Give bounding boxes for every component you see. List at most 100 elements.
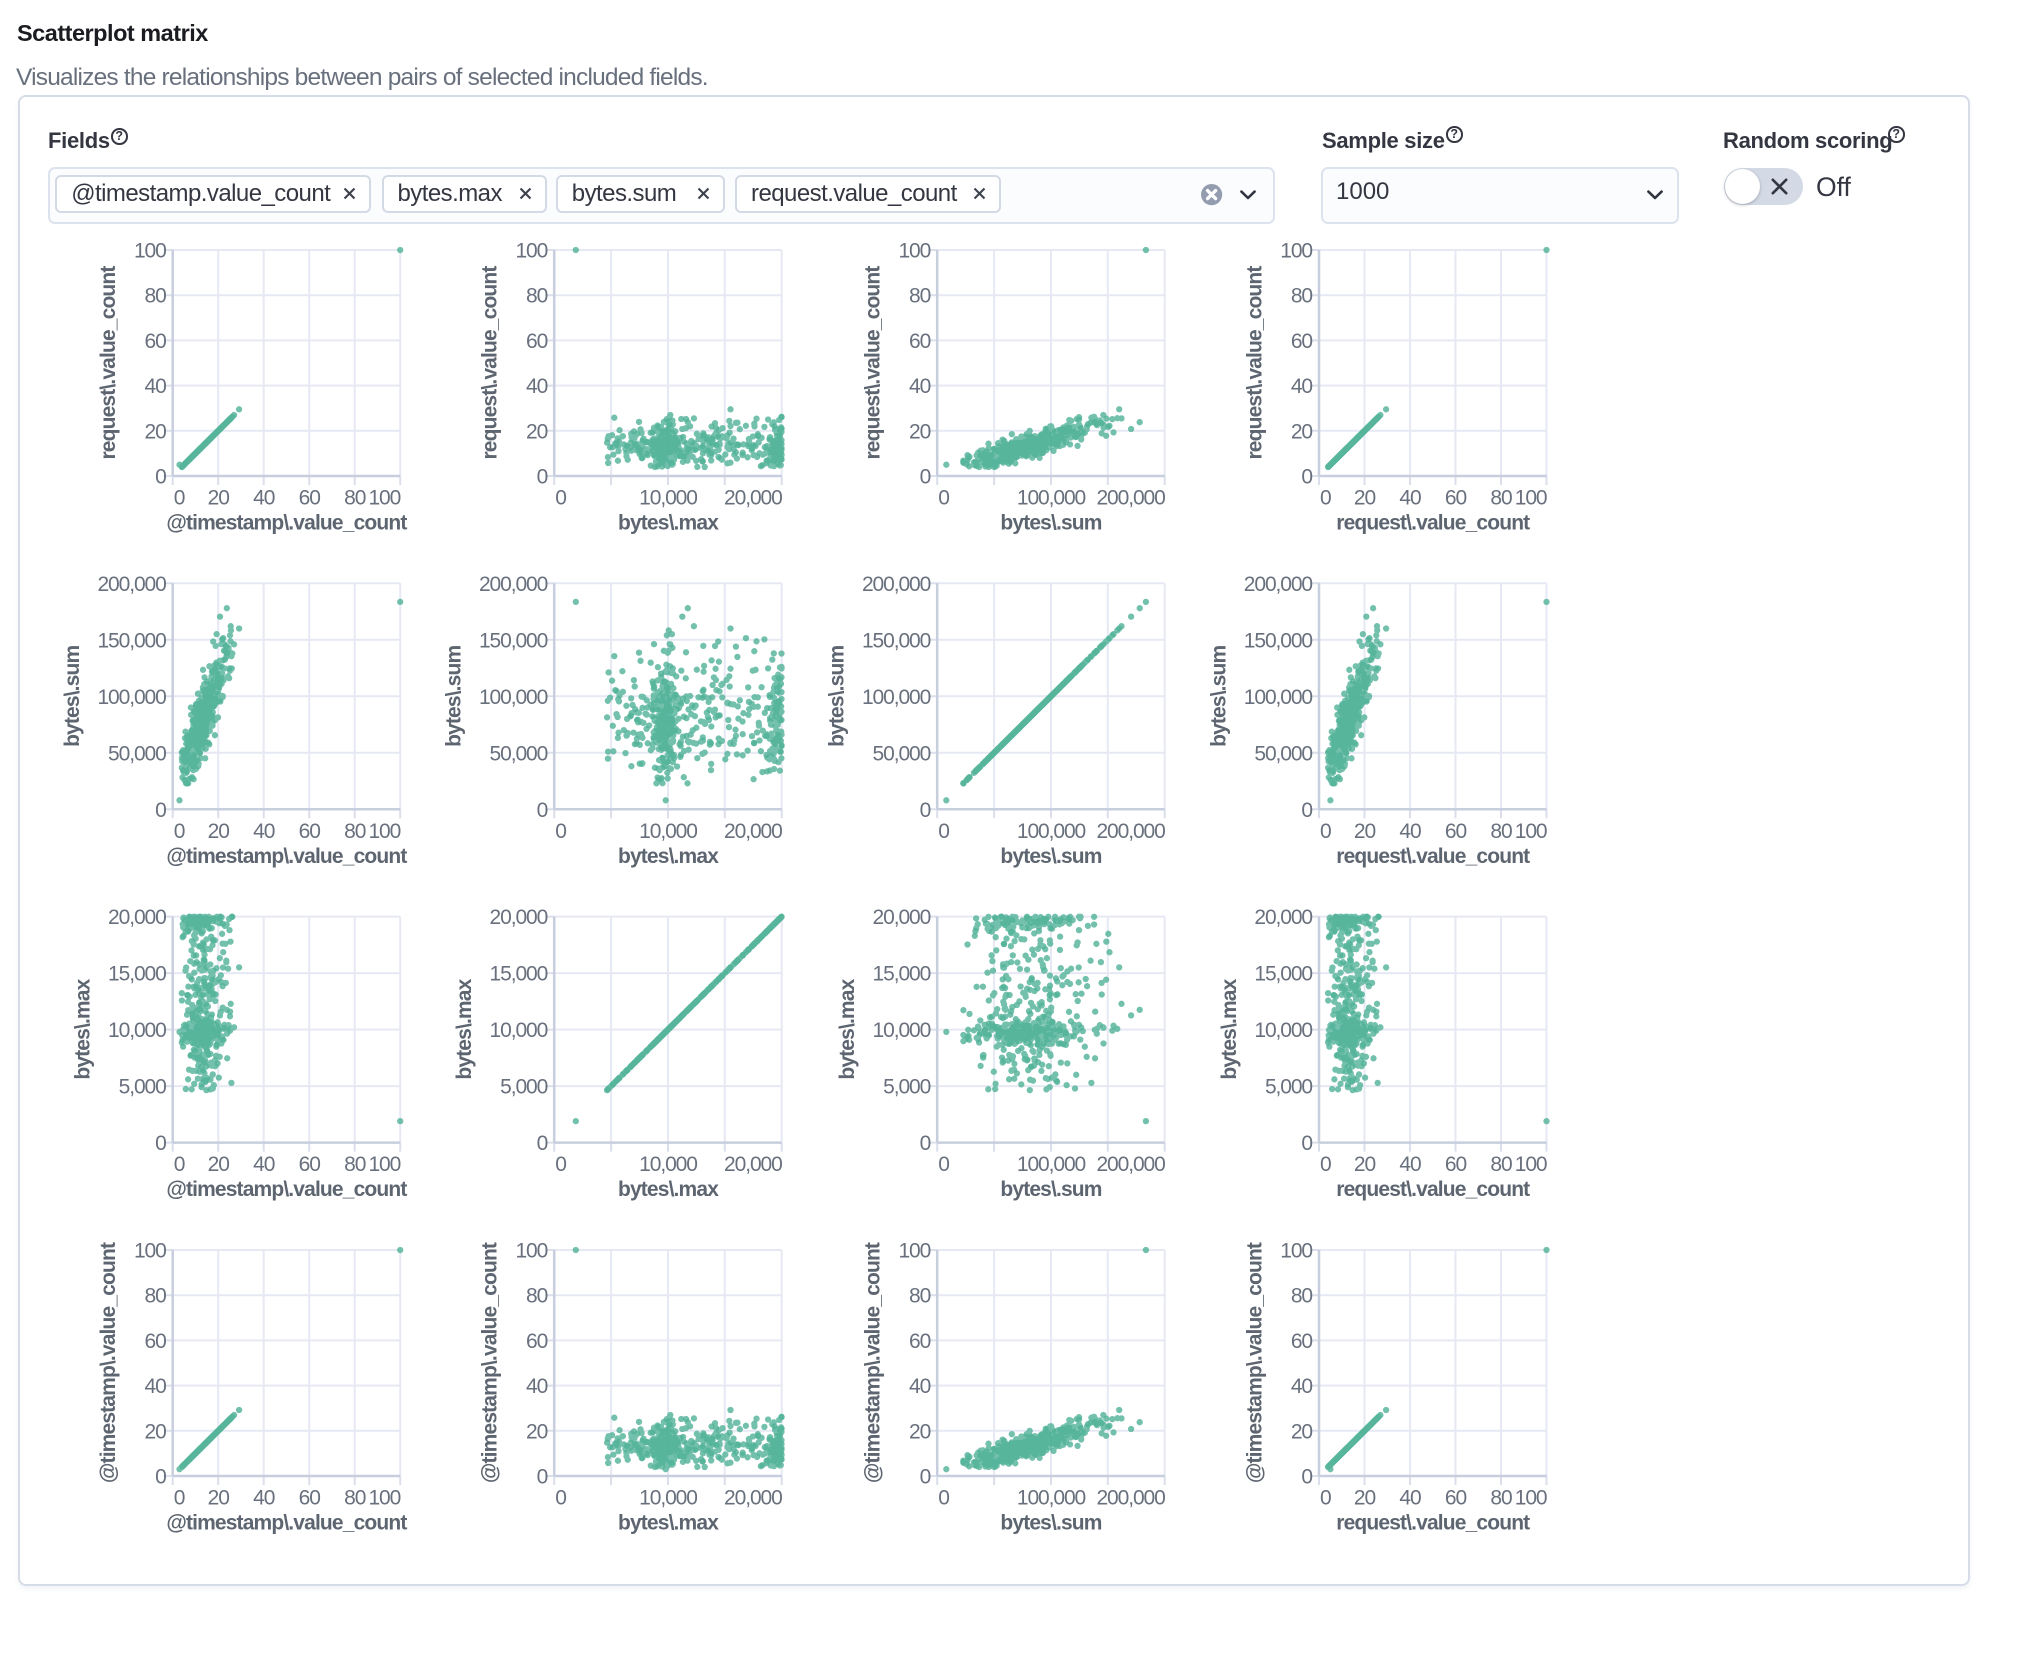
svg-text:0: 0	[1320, 820, 1331, 843]
svg-text:200,000: 200,000	[479, 573, 548, 596]
svg-text:0: 0	[555, 1487, 566, 1510]
svg-text:60: 60	[299, 487, 321, 510]
svg-text:20: 20	[1354, 1487, 1376, 1510]
svg-text:0: 0	[155, 799, 166, 822]
svg-text:200,000: 200,000	[1096, 820, 1165, 843]
svg-text:80: 80	[909, 1285, 931, 1308]
svg-text:bytes\.sum: bytes\.sum	[443, 646, 466, 747]
svg-text:40: 40	[253, 487, 275, 510]
svg-text:20: 20	[1354, 1153, 1376, 1176]
svg-text:60: 60	[526, 330, 548, 353]
svg-text:60: 60	[909, 330, 931, 353]
svg-text:10,000: 10,000	[639, 1487, 697, 1510]
svg-text:0: 0	[920, 799, 931, 822]
svg-text:60: 60	[299, 820, 321, 843]
svg-text:20: 20	[1354, 487, 1376, 510]
svg-text:40: 40	[145, 375, 167, 398]
svg-text:15,000: 15,000	[1254, 963, 1312, 986]
svg-text:80: 80	[1291, 1285, 1313, 1308]
svg-text:@timestamp\.value_count: @timestamp\.value_count	[166, 512, 407, 535]
svg-text:60: 60	[526, 1330, 548, 1353]
svg-text:request\.value_count: request\.value_count	[1336, 1512, 1530, 1535]
svg-text:20,000: 20,000	[724, 1153, 782, 1176]
svg-text:80: 80	[145, 285, 167, 308]
svg-text:80: 80	[909, 285, 931, 308]
svg-text:5,000: 5,000	[119, 1076, 166, 1099]
svg-text:100: 100	[515, 240, 547, 263]
svg-text:0: 0	[1301, 466, 1312, 489]
svg-text:20: 20	[1354, 820, 1376, 843]
svg-text:100: 100	[898, 240, 930, 263]
svg-text:20: 20	[145, 1420, 167, 1443]
svg-text:40: 40	[1399, 820, 1421, 843]
svg-text:request\.value_count: request\.value_count	[97, 266, 120, 460]
svg-text:150,000: 150,000	[862, 629, 931, 652]
svg-text:40: 40	[1399, 487, 1421, 510]
svg-text:20,000: 20,000	[1254, 906, 1312, 929]
svg-text:0: 0	[1320, 1487, 1331, 1510]
svg-text:60: 60	[1291, 1330, 1313, 1353]
svg-text:40: 40	[1399, 1487, 1421, 1510]
svg-text:bytes\.sum: bytes\.sum	[1000, 1178, 1101, 1201]
svg-text:20,000: 20,000	[724, 1487, 782, 1510]
svg-text:20: 20	[208, 487, 230, 510]
svg-text:60: 60	[145, 330, 167, 353]
svg-text:bytes\.sum: bytes\.sum	[61, 646, 84, 747]
svg-text:20,000: 20,000	[490, 906, 548, 929]
svg-text:40: 40	[253, 1487, 275, 1510]
svg-text:0: 0	[920, 1132, 931, 1155]
svg-text:10,000: 10,000	[639, 820, 697, 843]
svg-text:80: 80	[1490, 487, 1512, 510]
svg-text:15,000: 15,000	[873, 963, 931, 986]
svg-text:80: 80	[1490, 820, 1512, 843]
svg-text:0: 0	[1301, 799, 1312, 822]
svg-text:@timestamp\.value_count: @timestamp\.value_count	[479, 1242, 502, 1483]
svg-text:bytes\.max: bytes\.max	[72, 978, 95, 1079]
svg-text:15,000: 15,000	[490, 963, 548, 986]
svg-text:20: 20	[208, 1153, 230, 1176]
svg-text:100,000: 100,000	[862, 686, 931, 709]
svg-text:0: 0	[1301, 1132, 1312, 1155]
svg-text:60: 60	[1445, 820, 1467, 843]
svg-text:20: 20	[208, 1487, 230, 1510]
svg-text:150,000: 150,000	[1244, 629, 1313, 652]
svg-text:0: 0	[155, 1132, 166, 1155]
svg-text:@timestamp\.value_count: @timestamp\.value_count	[97, 1242, 120, 1483]
svg-text:20,000: 20,000	[108, 906, 166, 929]
svg-text:0: 0	[938, 820, 949, 843]
svg-text:20,000: 20,000	[724, 820, 782, 843]
svg-text:bytes\.max: bytes\.max	[836, 978, 859, 1079]
svg-text:@timestamp\.value_count: @timestamp\.value_count	[166, 1512, 407, 1535]
svg-text:20: 20	[526, 1420, 548, 1443]
svg-text:0: 0	[938, 1153, 949, 1176]
svg-text:200,000: 200,000	[862, 573, 931, 596]
svg-text:5,000: 5,000	[500, 1076, 547, 1099]
svg-text:0: 0	[537, 1132, 548, 1155]
svg-text:10,000: 10,000	[1254, 1019, 1312, 1042]
svg-text:80: 80	[526, 285, 548, 308]
svg-text:request\.value_count: request\.value_count	[1336, 512, 1530, 535]
svg-text:20: 20	[909, 420, 931, 443]
svg-text:40: 40	[253, 1153, 275, 1176]
svg-text:@timestamp\.value_count: @timestamp\.value_count	[166, 845, 407, 868]
svg-text:0: 0	[1320, 1153, 1331, 1176]
svg-text:80: 80	[1490, 1153, 1512, 1176]
svg-text:100: 100	[1515, 1487, 1547, 1510]
svg-text:0: 0	[174, 487, 185, 510]
svg-text:50,000: 50,000	[490, 742, 548, 765]
svg-text:40: 40	[909, 375, 931, 398]
svg-text:0: 0	[155, 466, 166, 489]
svg-text:80: 80	[145, 1285, 167, 1308]
svg-text:60: 60	[1445, 1487, 1467, 1510]
svg-text:100: 100	[1515, 487, 1547, 510]
svg-text:10,000: 10,000	[873, 1019, 931, 1042]
svg-text:bytes\.max: bytes\.max	[618, 845, 719, 868]
svg-text:100,000: 100,000	[1017, 1487, 1086, 1510]
svg-text:request\.value_count: request\.value_count	[1336, 845, 1530, 868]
svg-text:bytes\.max: bytes\.max	[618, 512, 719, 535]
svg-text:200,000: 200,000	[1096, 1487, 1165, 1510]
svg-text:100,000: 100,000	[479, 686, 548, 709]
svg-text:40: 40	[526, 1375, 548, 1398]
svg-text:5,000: 5,000	[883, 1076, 930, 1099]
svg-text:50,000: 50,000	[873, 742, 931, 765]
